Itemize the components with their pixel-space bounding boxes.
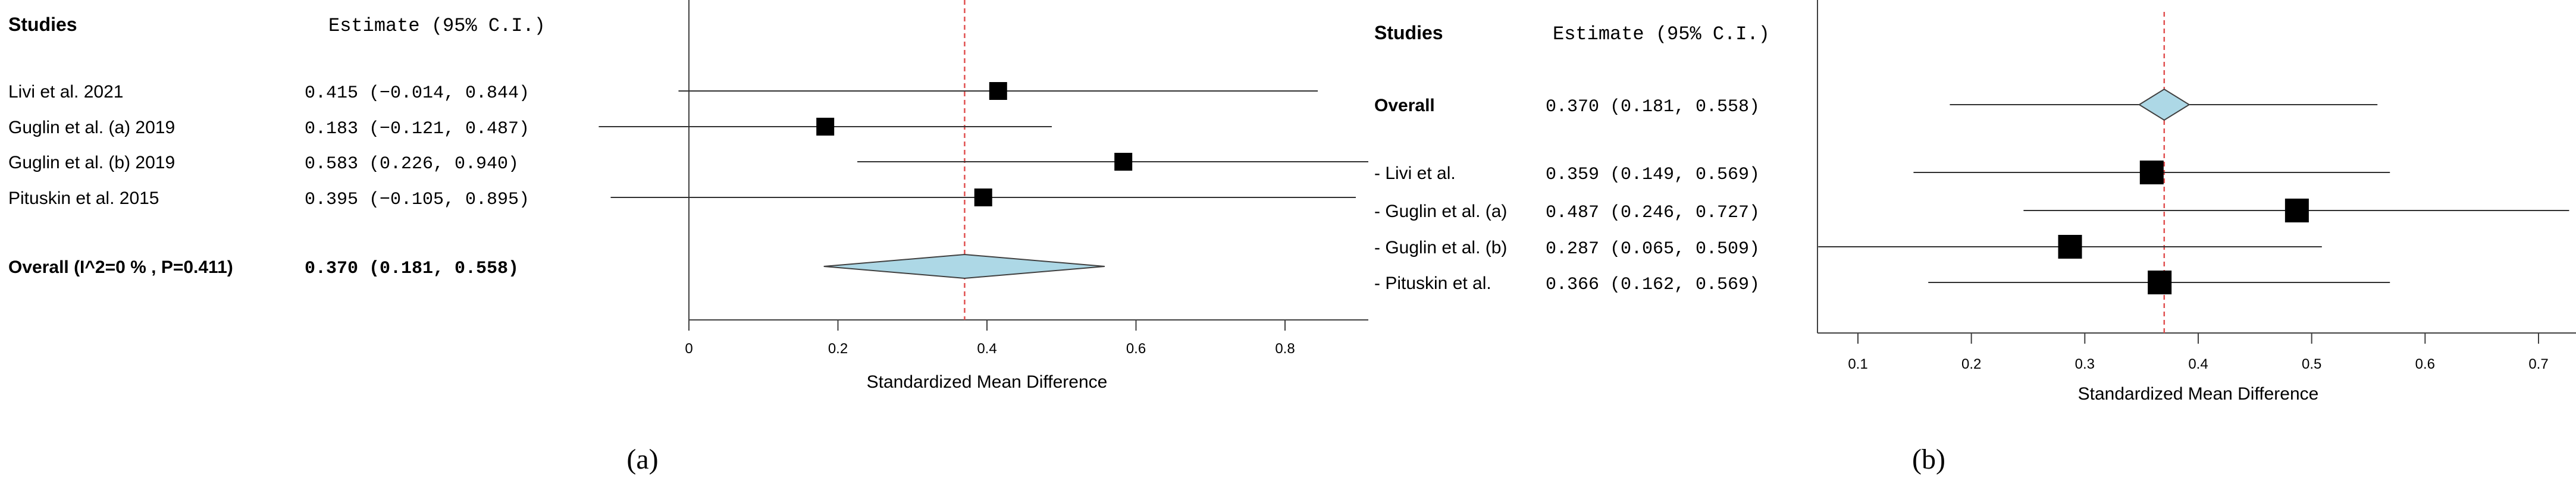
study-point-marker — [974, 188, 992, 206]
overall-label: Overall (I^2=0 % , P=0.411) — [8, 257, 233, 277]
study-name: - Pituskin et al. — [1374, 274, 1491, 293]
study-name: Guglin et al. (b) 2019 — [8, 153, 175, 172]
study-name: - Livi et al. — [1374, 164, 1456, 183]
x-tick-label: 0.4 — [977, 341, 996, 357]
study-point-marker — [2148, 271, 2172, 294]
overall-label: Overall — [1374, 96, 1435, 115]
study-name: Pituskin et al. 2015 — [8, 188, 159, 208]
x-tick-label: 0.6 — [2415, 356, 2435, 372]
overall-estimate-label: 0.370 (0.181, 0.558) — [305, 259, 519, 279]
study-name: Guglin et al. (a) 2019 — [8, 118, 175, 137]
panel-b: Studies Estimate (95% C.I.) Overall 0.370 (… — [1374, 0, 2576, 475]
x-tick-label: 0.7 — [2528, 356, 2548, 372]
study-estimate-label: 0.287 (0.065, 0.509) — [1546, 239, 1760, 259]
study-estimate-label: 0.395 (−0.105, 0.895) — [305, 190, 529, 210]
x-axis-title: Standardized Mean Difference — [867, 372, 1108, 392]
study-estimate-label: 0.583 (0.226, 0.940) — [305, 154, 519, 174]
header-estimate: Estimate (95% C.I.) — [328, 15, 546, 37]
header-studies: Studies — [8, 14, 77, 35]
overall-diamond — [2138, 88, 2190, 121]
study-name: Livi et al. 2021 — [8, 82, 123, 102]
x-tick-label: 0.3 — [2075, 356, 2095, 372]
x-tick-label: 0.1 — [1848, 356, 1867, 372]
study-estimate-label: 0.415 (−0.014, 0.844) — [305, 83, 529, 103]
header-estimate: Estimate (95% C.I.) — [1553, 23, 1770, 45]
x-axis-title: Standardized Mean Difference — [2078, 384, 2319, 404]
study-point-marker — [816, 118, 835, 136]
x-tick-label: 0.2 — [828, 341, 848, 357]
x-tick-label: 0.4 — [2188, 356, 2208, 372]
study-point-marker — [2058, 235, 2082, 259]
study-name: - Guglin et al. (b) — [1374, 238, 1507, 257]
study-point-marker — [989, 82, 1007, 100]
overall-diamond — [823, 253, 1105, 279]
study-point-marker — [2284, 199, 2309, 222]
study-point-marker — [1114, 153, 1133, 171]
study-point-marker — [2139, 161, 2164, 184]
panel-label: (b) — [1912, 444, 1945, 475]
header-studies: Studies — [1374, 22, 1443, 43]
x-tick-label: 0.5 — [2302, 356, 2321, 372]
x-tick-label: 0.6 — [1126, 341, 1146, 357]
x-tick-label: 0 — [685, 341, 692, 357]
study-estimate-label: 0.359 (0.149, 0.569) — [1546, 165, 1760, 185]
study-estimate-label: 0.366 (0.162, 0.569) — [1546, 275, 1760, 295]
study-name: - Guglin et al. (a) — [1374, 202, 1507, 221]
panel-label: (a) — [626, 444, 658, 475]
overall-estimate-label: 0.370 (0.181, 0.558) — [1546, 97, 1760, 117]
x-tick-label: 0.8 — [1275, 341, 1295, 357]
study-estimate-label: 0.183 (−0.121, 0.487) — [305, 119, 529, 139]
panel-a: Studies Estimate (95% C.I.) Livi et al. 20… — [8, 0, 1368, 475]
study-estimate-label: 0.487 (0.246, 0.727) — [1546, 203, 1760, 223]
x-tick-label: 0.2 — [1961, 356, 1981, 372]
